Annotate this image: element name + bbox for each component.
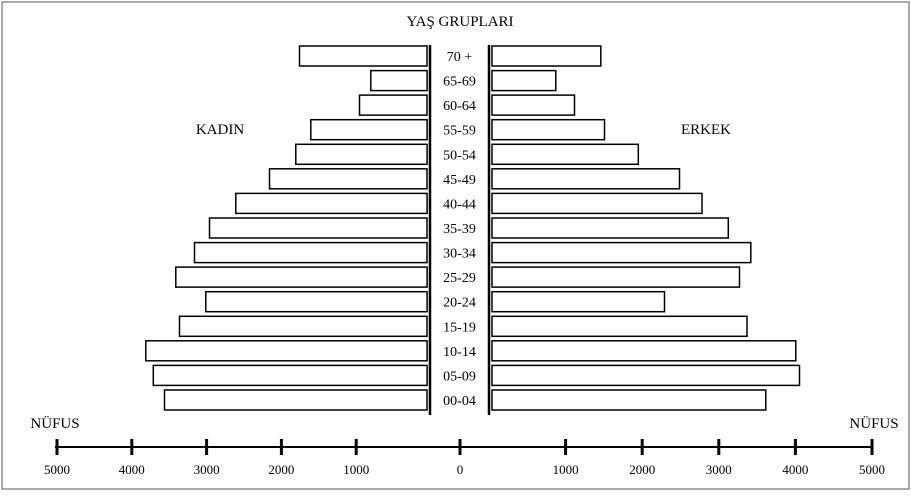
male-bar (491, 217, 730, 239)
male-bar (491, 315, 748, 338)
bars-layer (145, 45, 801, 411)
population-axis-title-left: NÜFUS (30, 415, 79, 432)
female-bar (193, 241, 428, 264)
male-bar (491, 45, 602, 67)
female-bar (310, 118, 428, 141)
age-group-label: 25-29 (443, 271, 476, 286)
female-bar (298, 45, 428, 67)
female-bar (268, 168, 428, 190)
female-bar (163, 389, 428, 411)
male-side-label: ERKEK (681, 122, 731, 138)
female-bar (175, 266, 428, 288)
population-axis-title-right: NÜFUS (849, 415, 898, 432)
axis-tick-label: 1000 (553, 462, 579, 477)
axis-tick-label: 1000 (343, 462, 369, 477)
axis-tick-label: 5000 (859, 462, 885, 477)
age-group-label: 60-64 (443, 99, 476, 114)
female-bar (295, 143, 428, 166)
female-bar (358, 94, 428, 116)
male-bar (491, 340, 797, 362)
female-bar (178, 315, 428, 338)
age-group-label: 55-59 (443, 124, 476, 139)
age-group-label: 40-44 (443, 197, 476, 212)
age-group-label: 05-09 (443, 369, 476, 384)
axis-tick-label: 2000 (268, 462, 294, 477)
axis-tick-label: 3000 (706, 462, 732, 477)
female-bar (235, 192, 428, 215)
age-group-label: 35-39 (443, 222, 476, 237)
age-group-label: 45-49 (443, 173, 476, 188)
male-bar (491, 266, 741, 288)
age-group-label: 70 + (447, 50, 473, 65)
age-group-label: 50-54 (443, 148, 476, 163)
female-bar (208, 217, 428, 239)
axis-tick-label: 4000 (119, 462, 145, 477)
male-bar (491, 143, 640, 166)
age-group-label: 10-14 (443, 345, 476, 360)
chart-title: YAŞ GRUPLARI (406, 14, 513, 30)
age-group-label: 00-04 (443, 394, 476, 409)
female-bar (370, 69, 428, 92)
male-bar (491, 118, 606, 141)
female-bar (205, 290, 428, 313)
male-bar (491, 94, 576, 116)
male-bar (491, 389, 767, 411)
axis-tick-label: 2000 (629, 462, 655, 477)
male-bar (491, 364, 801, 387)
male-bar (491, 69, 557, 92)
age-group-labels: 70 + 65-69 60-64 55-59 50-54 45-49 40-44 35-39 3… (443, 50, 476, 409)
axis-tick-label: 4000 (782, 462, 808, 477)
female-bar (152, 364, 428, 387)
male-bar (491, 241, 752, 264)
age-group-label: 15-19 (443, 320, 476, 335)
age-group-label: 65-69 (443, 75, 476, 90)
axis-tick-label: 3000 (194, 462, 220, 477)
female-side-label: KADIN (196, 122, 244, 138)
axis-tick-label: 5000 (44, 462, 70, 477)
axis-tick-label: 0 (457, 462, 464, 477)
male-bar (491, 192, 703, 215)
age-group-label: 20-24 (443, 296, 476, 311)
female-bar (145, 340, 428, 362)
male-bar (491, 290, 666, 313)
population-axis-ticks: 5000 4000 3000 2000 1000 1000 2000 3000 4000 5000… (44, 439, 885, 477)
male-bar (491, 168, 681, 190)
age-group-label: 30-34 (443, 247, 476, 262)
